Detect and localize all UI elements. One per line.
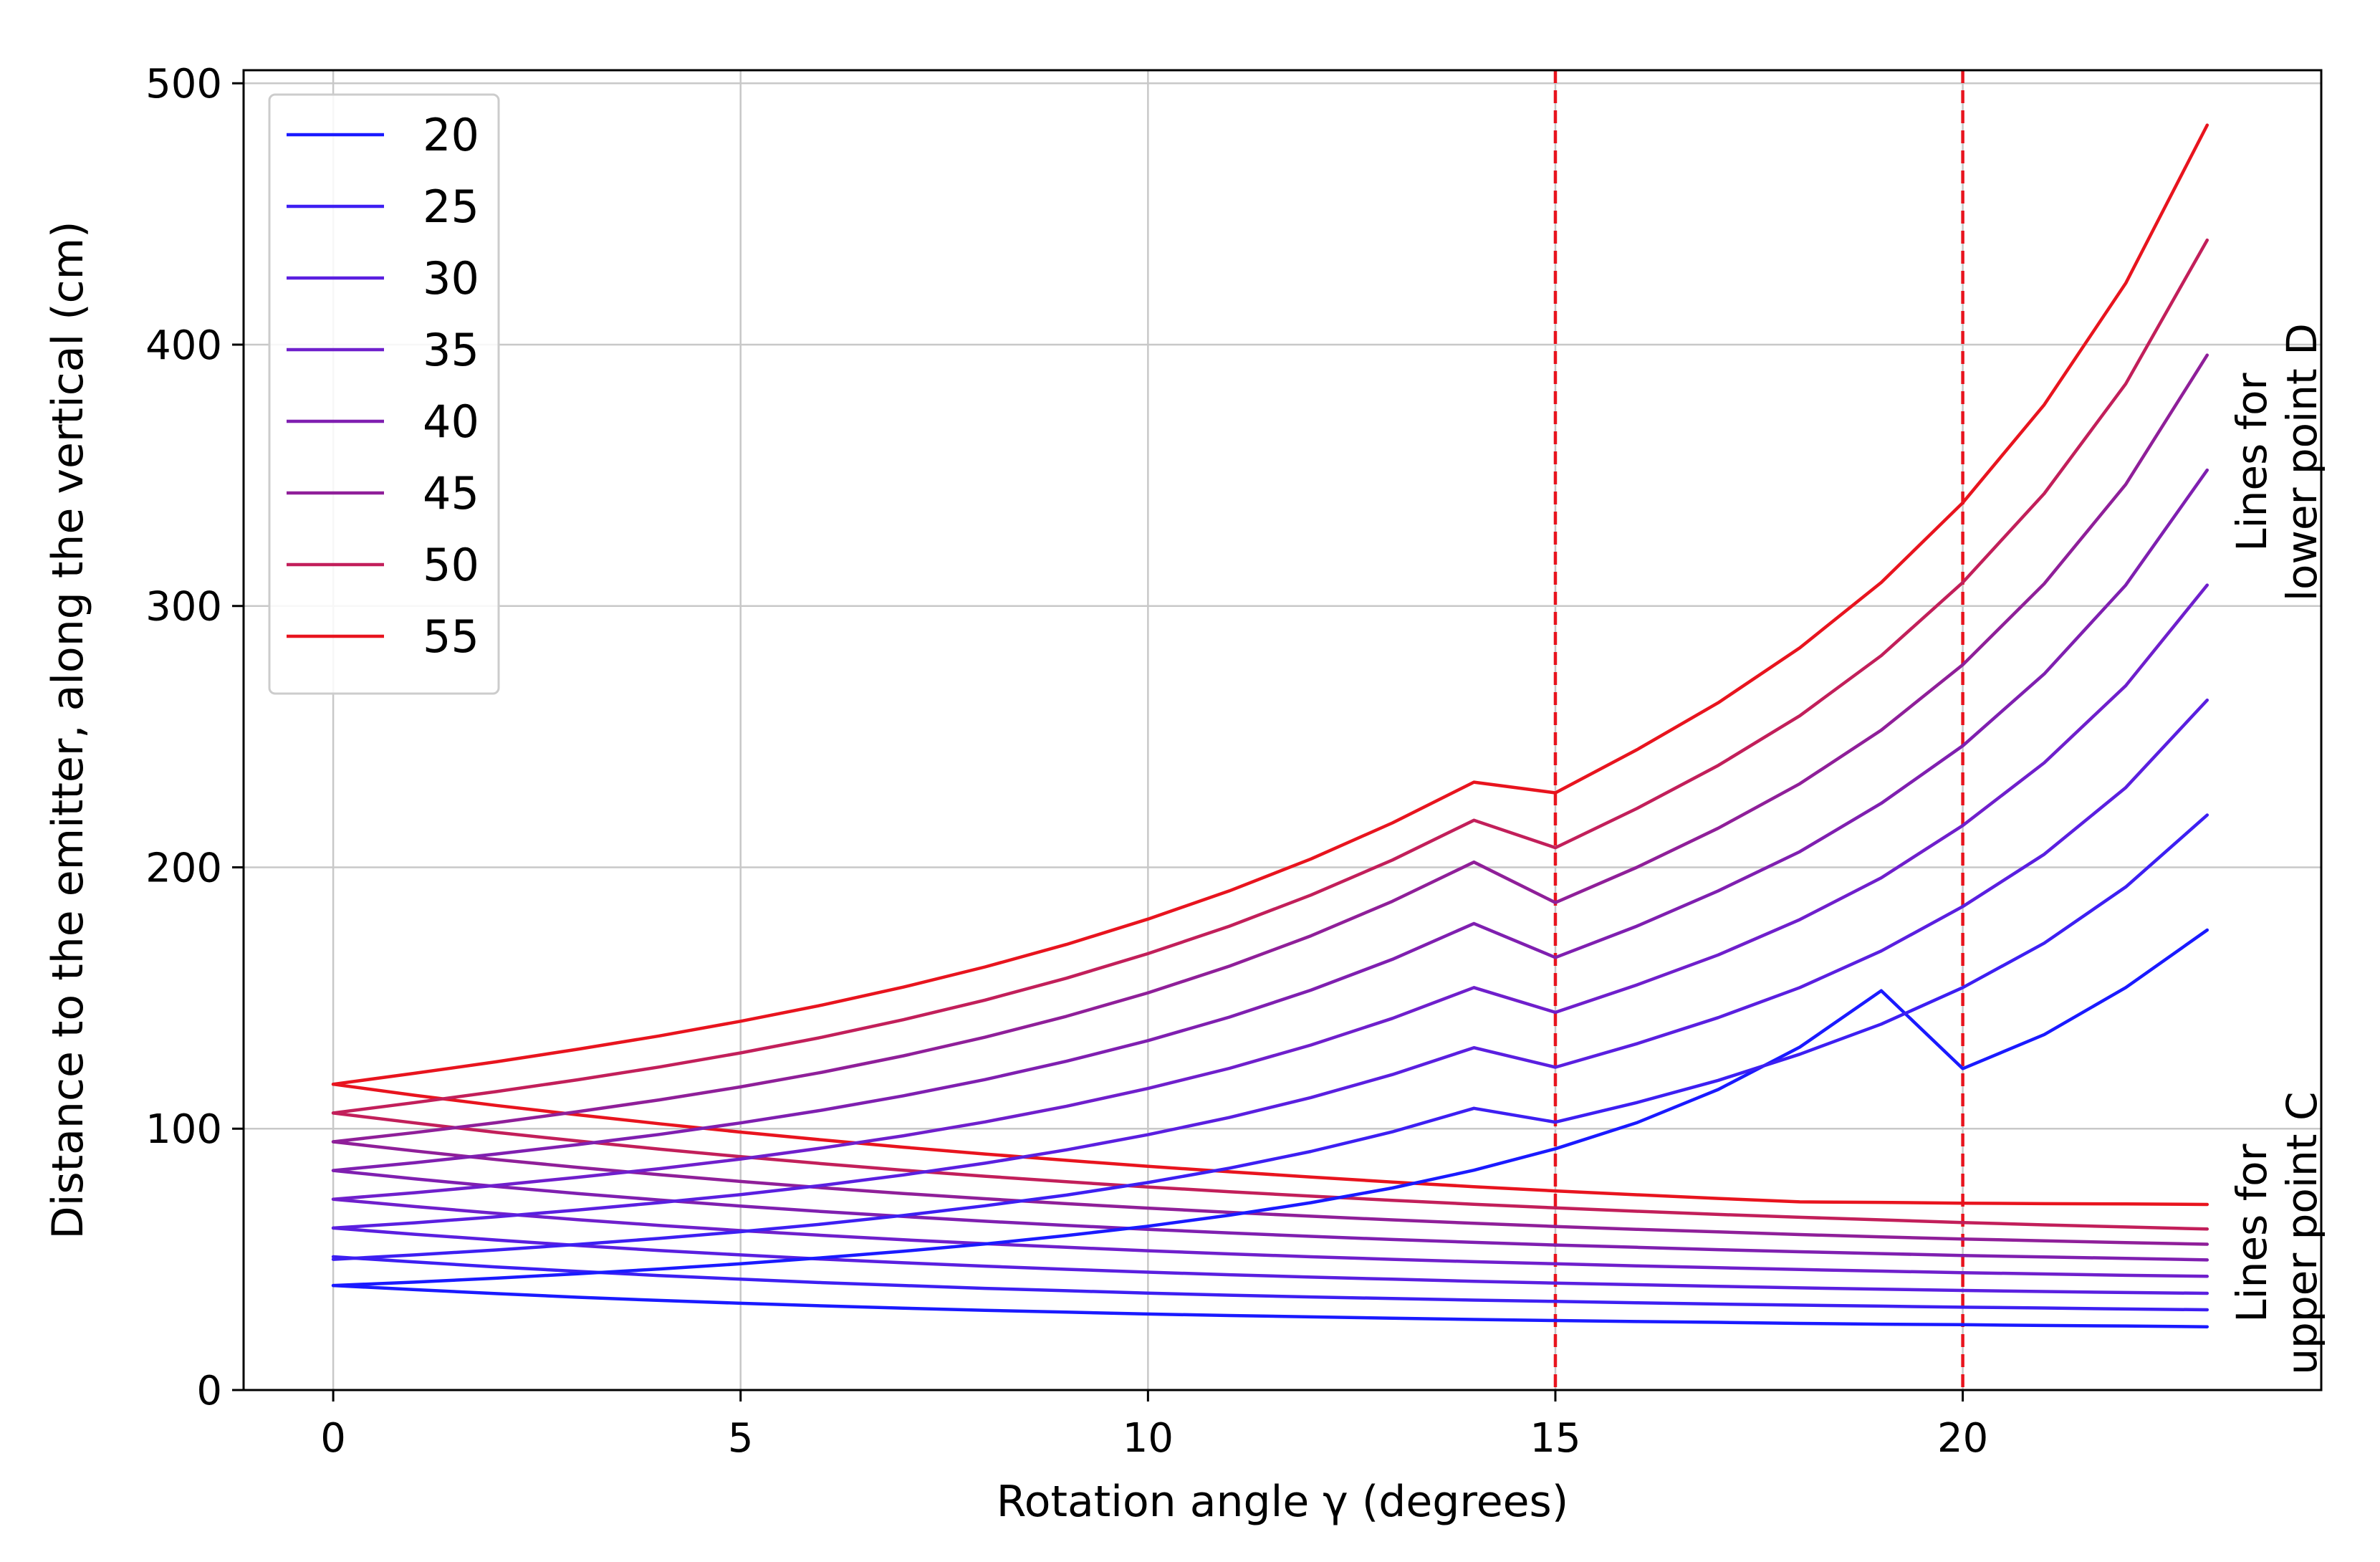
legend-label: 40 xyxy=(423,396,479,448)
x-tick-label: 5 xyxy=(728,1415,754,1462)
legend-label: 20 xyxy=(423,109,479,161)
axis-ticks xyxy=(232,82,1964,1402)
legend-label: 25 xyxy=(423,181,479,233)
series-line-lower-d-50 xyxy=(331,238,2209,1115)
legend-box xyxy=(268,93,500,695)
plot-frame xyxy=(242,69,2323,1391)
y-tick-labels: 0 100 200 300 400 500 xyxy=(145,61,222,1414)
x-tick-label: 20 xyxy=(1937,1415,1988,1462)
series-line-upper-c-35 xyxy=(331,1197,2209,1278)
series-line-lower-d-25 xyxy=(331,813,2209,1261)
series-line-upper-c-50 xyxy=(331,1111,2209,1231)
legend: 20 25 30 35 40 45 50 55 xyxy=(268,93,500,695)
annotation-lower-point-d-line1: Lines for xyxy=(2227,373,2276,551)
legend-label: 45 xyxy=(423,467,479,519)
x-tick-label: 10 xyxy=(1123,1415,1174,1462)
y-tick-label: 0 xyxy=(196,1368,222,1414)
legend-label: 35 xyxy=(423,324,479,376)
legend-label: 55 xyxy=(423,610,479,663)
annotation-lower-point-d-line2: lower point D xyxy=(2278,323,2326,601)
legend-label: 50 xyxy=(423,539,479,591)
legend-label: 30 xyxy=(423,252,479,305)
series-line-lower-d-45 xyxy=(331,353,2209,1144)
annotation-upper-point-c-line2: upper point C xyxy=(2278,1092,2326,1375)
series-line-upper-c-40 xyxy=(331,1169,2209,1262)
plot-series xyxy=(331,123,2209,1328)
annotation-lower-point-d: Lines for lower point D xyxy=(2227,323,2326,601)
series-line-upper-c-25 xyxy=(331,1255,2209,1312)
series-line-upper-c-20 xyxy=(331,1283,2209,1328)
annotation-upper-point-c: Lines for upper point C xyxy=(2227,1092,2326,1375)
x-tick-label: 15 xyxy=(1530,1415,1580,1462)
x-tick-labels: 0 5 10 15 20 xyxy=(320,1415,1988,1462)
series-line-upper-c-30 xyxy=(331,1226,2209,1295)
series-line-lower-d-35 xyxy=(331,583,2209,1201)
series-line-upper-c-45 xyxy=(331,1140,2209,1246)
vertical-markers xyxy=(1553,70,1964,1390)
y-tick-label: 200 xyxy=(145,845,222,891)
series-line-upper-c-55 xyxy=(331,1082,2209,1207)
y-tick-label: 400 xyxy=(145,322,222,369)
y-axis-label: Distance to the emitter, along the verti… xyxy=(43,221,93,1240)
y-tick-label: 300 xyxy=(145,584,222,631)
annotation-upper-point-c-line1: Lines for xyxy=(2227,1144,2276,1322)
series-line-lower-d-40 xyxy=(331,468,2209,1172)
y-tick-label: 100 xyxy=(145,1106,222,1153)
x-axis-label: Rotation angle γ (degrees) xyxy=(997,1477,1568,1527)
y-tick-label: 500 xyxy=(145,61,222,107)
series-line-lower-d-20 xyxy=(331,928,2209,1288)
x-tick-label: 0 xyxy=(320,1415,346,1462)
series-line-lower-d-30 xyxy=(331,698,2209,1230)
series-line-lower-d-55 xyxy=(331,123,2209,1086)
